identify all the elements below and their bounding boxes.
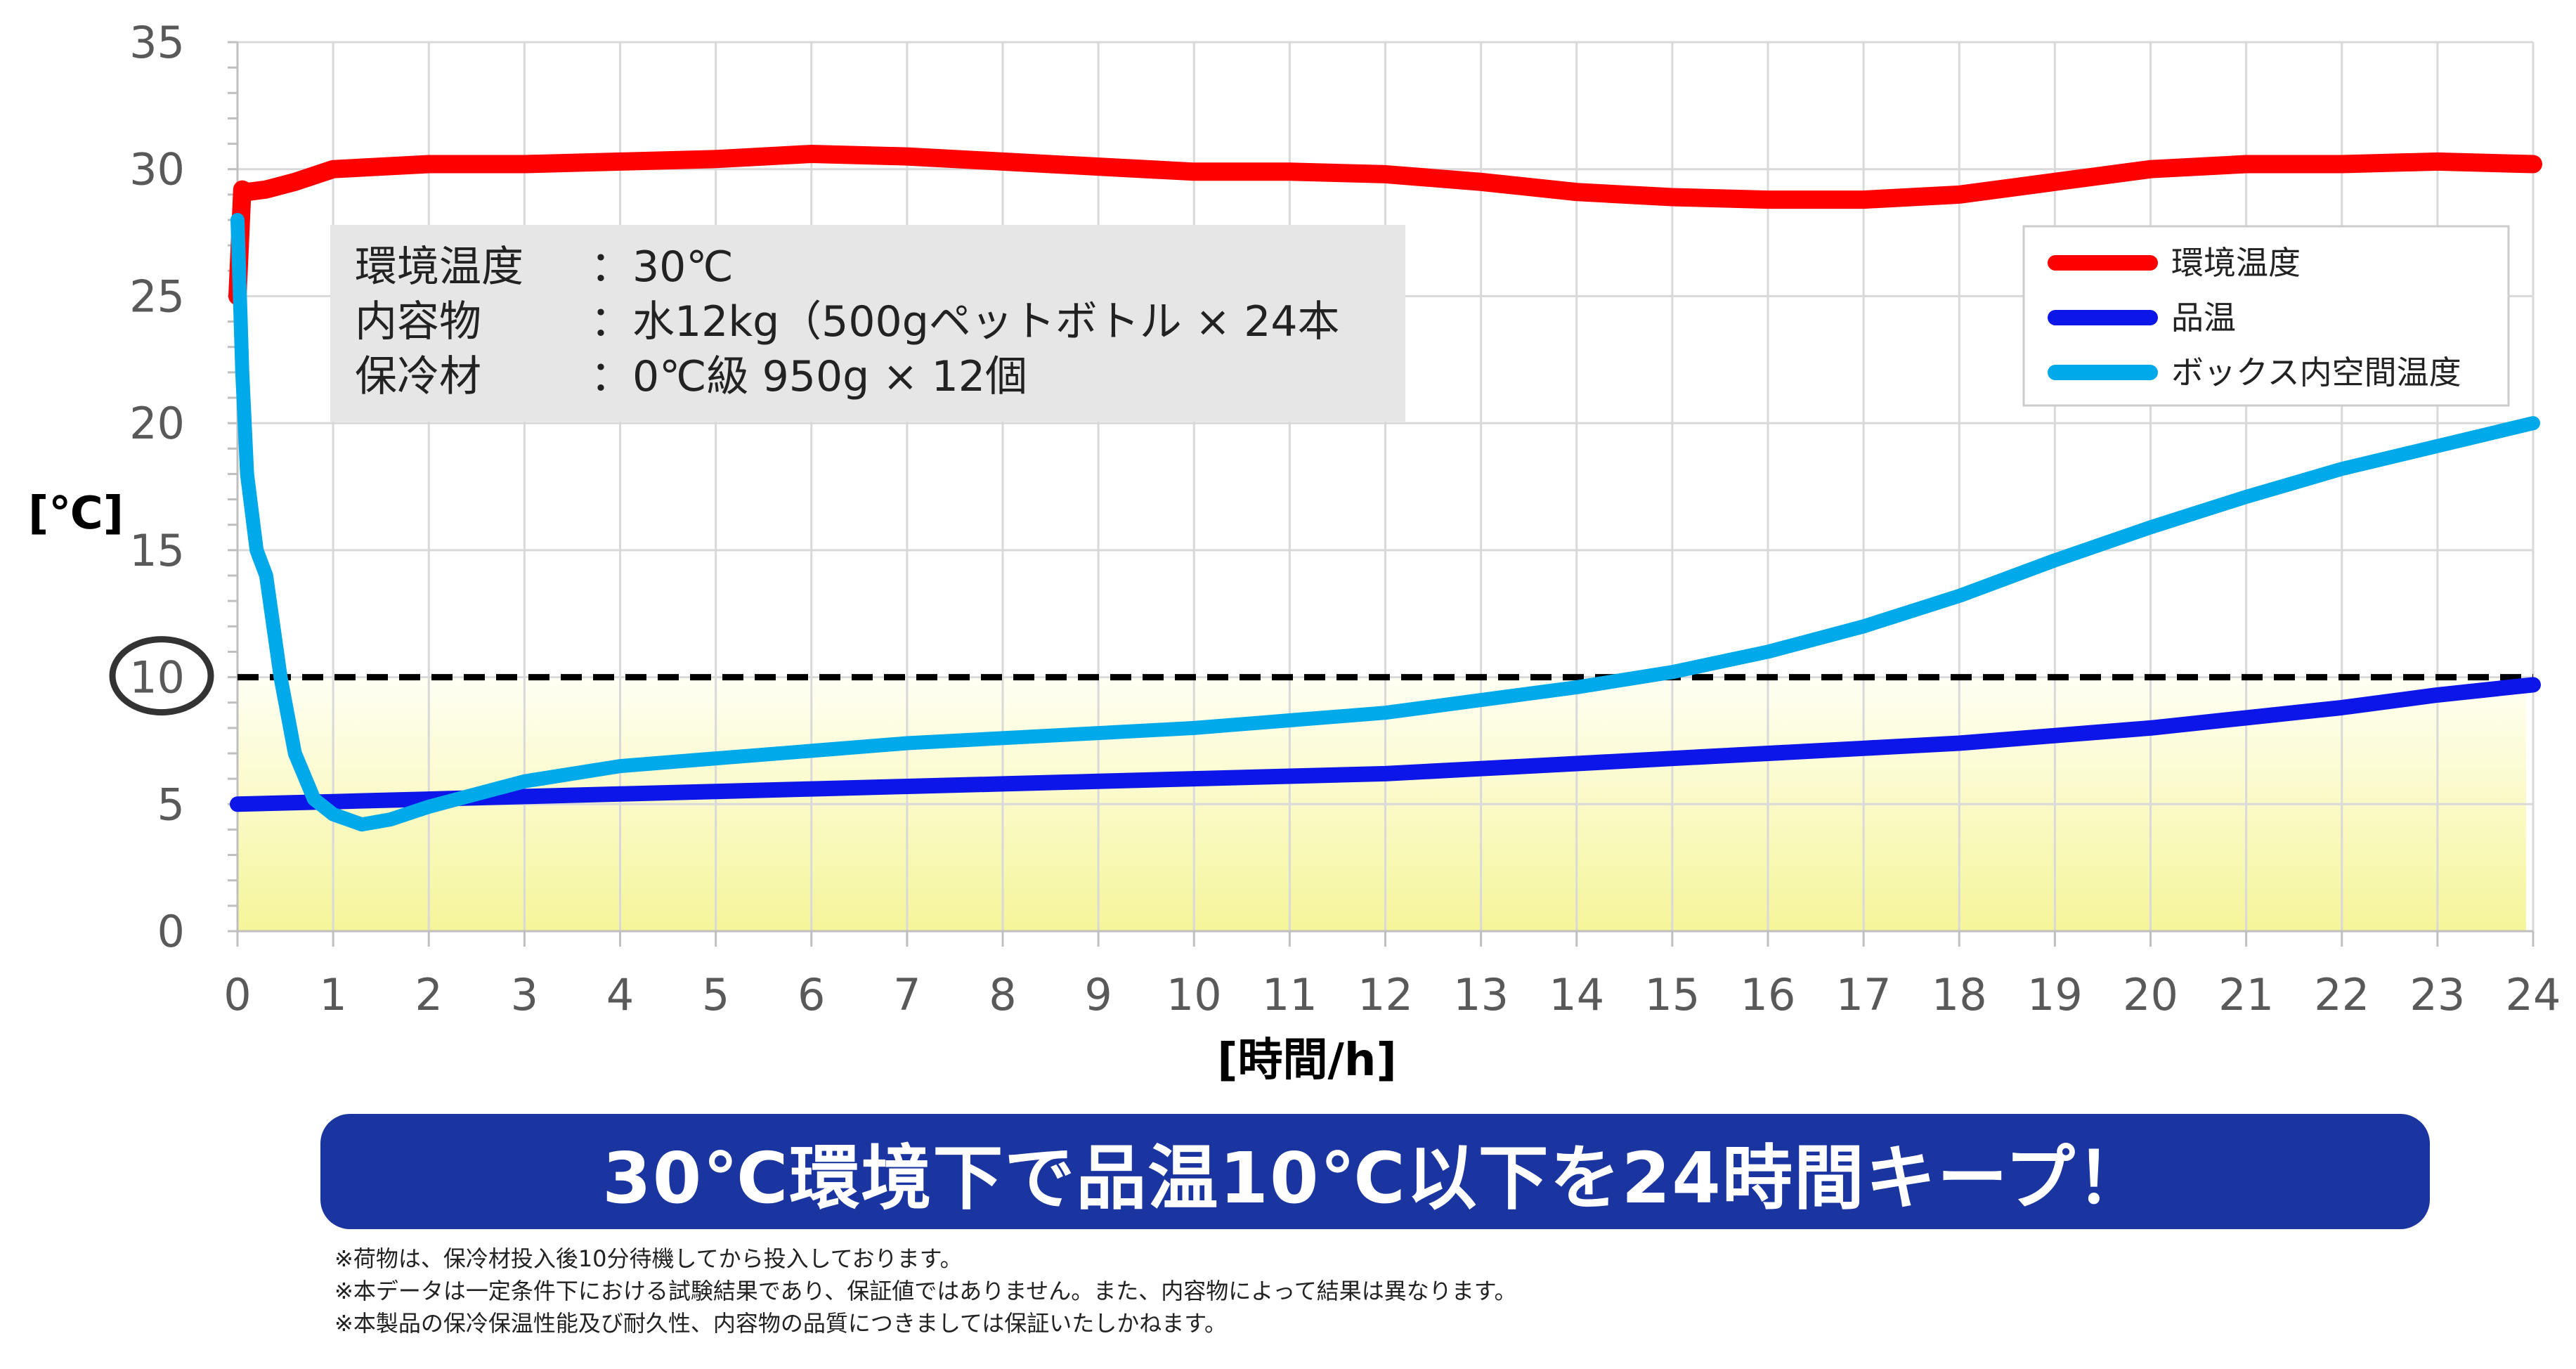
x-tick-label: 17 xyxy=(1836,969,1892,1020)
y-minor-ticks xyxy=(228,41,2535,947)
info-label-contents: 内容物 xyxy=(355,297,481,346)
legend-label-product: 品温 xyxy=(2171,299,2236,337)
y-tick-label: 15 xyxy=(129,525,185,576)
x-tick-label: 4 xyxy=(606,969,634,1020)
y-tick-labels: 0 5 10 15 20 25 30 35 xyxy=(129,17,185,957)
info-label-env: 環境温度 xyxy=(355,242,523,292)
x-tick-label: 21 xyxy=(2218,969,2274,1020)
y-tick-label: 30 xyxy=(129,144,185,195)
info-label-coolant: 保冷材 xyxy=(355,352,481,401)
x-tick-label: 18 xyxy=(1932,969,1987,1020)
x-tick-label: 6 xyxy=(798,969,825,1020)
x-tick-label: 15 xyxy=(1644,969,1700,1020)
x-tick-label: 14 xyxy=(1549,969,1604,1020)
x-tick-label: 3 xyxy=(511,969,538,1020)
x-tick-label: 16 xyxy=(1741,969,1796,1020)
x-tick-label: 22 xyxy=(2314,969,2369,1020)
series-environment xyxy=(228,145,2542,306)
y-tick-label: 25 xyxy=(129,271,185,322)
y-tick-label: 35 xyxy=(129,17,185,68)
series-box-temp xyxy=(230,213,2540,832)
x-tick-label: 20 xyxy=(2123,969,2178,1020)
x-tick-label: 11 xyxy=(1262,969,1318,1020)
x-tick-label: 19 xyxy=(2027,969,2083,1020)
x-tick-label: 10 xyxy=(1166,969,1222,1020)
footnote-3: ※本製品の保冷保温性能及び耐久性、内容物の品質につきましては保証いたしかねます。 xyxy=(334,1310,1228,1337)
x-tick-label: 2 xyxy=(415,969,443,1020)
summary-banner: 30℃環境下で品温10℃以下を24時間キープ！ xyxy=(320,1114,2430,1229)
y-tick-label: 5 xyxy=(157,779,185,830)
footnotes: ※荷物は、保冷材投入後10分待機してから投入しております。 ※本データは一定条件… xyxy=(334,1243,1517,1339)
x-tick-label: 23 xyxy=(2409,969,2465,1020)
x-tick-label: 7 xyxy=(893,969,921,1020)
x-tick-label: 9 xyxy=(1084,969,1112,1020)
y-tick-label: 10 xyxy=(129,652,185,703)
footnote-2: ※本データは一定条件下における試験結果であり、保証値ではありません。また、内容物… xyxy=(334,1278,1517,1304)
info-value-contents: ：水12kg（500gペットボトル × 24本 xyxy=(590,297,1340,346)
x-tick-label: 13 xyxy=(1453,969,1509,1020)
y-tick-label: 0 xyxy=(157,906,185,957)
series-product-temp xyxy=(230,677,2541,812)
y-tick-label: 20 xyxy=(129,398,185,449)
info-value-coolant: ：0℃級 950g × 12個 xyxy=(590,352,1027,401)
legend-label-env: 環境温度 xyxy=(2171,244,2301,282)
x-tick-label: 1 xyxy=(319,969,346,1020)
footnote-1: ※荷物は、保冷材投入後10分待機してから投入しております。 xyxy=(334,1245,963,1272)
info-box xyxy=(330,225,1405,422)
x-tick-labels: 0 1 2 3 4 5 6 7 8 9 10 11 12 13 14 15 16 17 18 19 20 21 22 23 24 xyxy=(223,969,2561,1020)
info-value-env: ：30℃ xyxy=(590,242,734,292)
series-lines xyxy=(228,145,2542,832)
x-tick-label: 0 xyxy=(223,969,251,1020)
x-tick-label: 5 xyxy=(702,969,729,1020)
threshold-circle xyxy=(109,636,214,716)
x-tick-label: 24 xyxy=(2506,969,2561,1020)
x-tick-label: 12 xyxy=(1358,969,1413,1020)
x-axis-title: [時間/h] xyxy=(1217,1034,1396,1086)
y-axis-title: [℃] xyxy=(28,488,124,540)
x-tick-label: 8 xyxy=(989,969,1016,1020)
legend-label-box: ボックス内空間温度 xyxy=(2171,353,2461,391)
